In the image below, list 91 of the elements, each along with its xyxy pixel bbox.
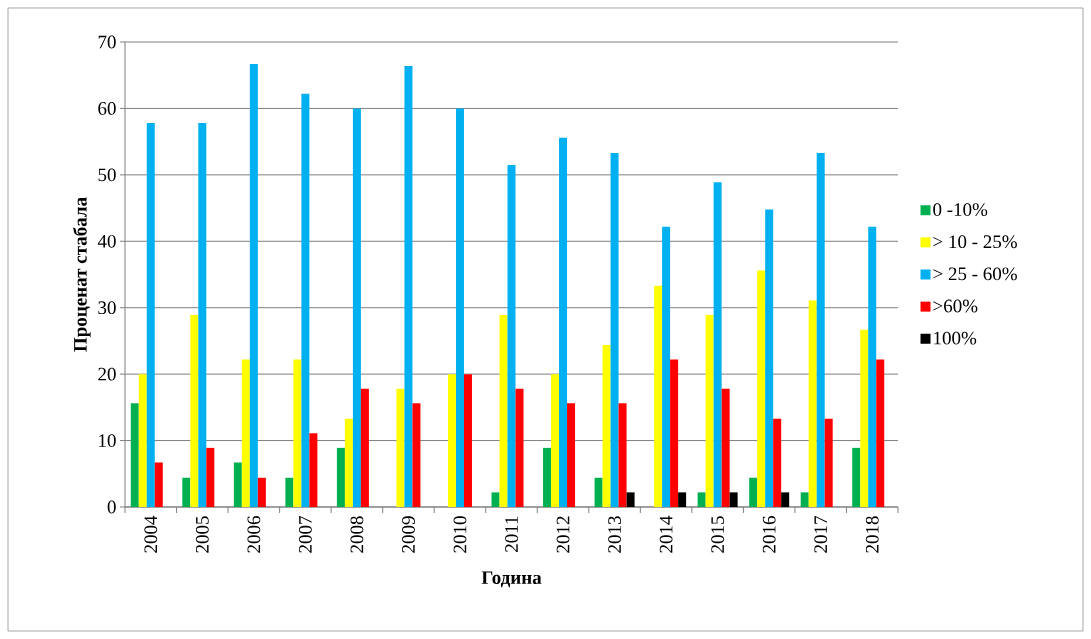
x-tick-label: 2012 xyxy=(556,516,570,553)
bar xyxy=(396,388,405,507)
bar xyxy=(816,152,825,507)
x-tick-label: 2010 xyxy=(453,516,467,553)
bar xyxy=(773,418,782,507)
bar xyxy=(499,315,508,507)
bar xyxy=(515,388,524,507)
bar xyxy=(352,108,361,507)
x-tick-label: 2004 xyxy=(144,515,158,553)
bar xyxy=(344,418,353,507)
bar xyxy=(455,108,464,507)
bar xyxy=(507,164,516,507)
x-tick-label: 2016 xyxy=(762,516,776,553)
bar xyxy=(309,433,318,507)
bar xyxy=(697,492,706,507)
bar xyxy=(678,492,687,507)
bar xyxy=(130,403,139,507)
bar xyxy=(610,152,619,507)
y-tick-label: 70 xyxy=(98,35,116,49)
x-tick-label: 2005 xyxy=(195,516,209,553)
bar xyxy=(447,374,456,507)
bar xyxy=(757,270,766,507)
bar xyxy=(336,447,345,507)
y-tick-label: 60 xyxy=(98,102,116,115)
bar xyxy=(233,462,242,507)
x-tick-label: 2009 xyxy=(402,516,415,553)
bar xyxy=(257,477,266,507)
bar xyxy=(781,492,790,507)
bar xyxy=(285,477,294,507)
bar xyxy=(491,492,500,507)
bar xyxy=(602,344,611,507)
x-tick-label: 2014 xyxy=(659,515,673,553)
bar xyxy=(301,93,310,507)
x-tick-label: 2007 xyxy=(298,516,312,553)
bar xyxy=(594,477,603,507)
bar xyxy=(567,403,576,507)
bar xyxy=(404,65,413,507)
bar xyxy=(206,447,215,507)
x-tick-label: 2018 xyxy=(865,516,879,553)
bar xyxy=(182,477,191,507)
bar xyxy=(868,226,877,507)
bar xyxy=(800,492,809,507)
bar xyxy=(241,359,250,507)
x-tick-label: 2006 xyxy=(247,516,261,553)
bar xyxy=(852,447,861,507)
x-tick-label: 2015 xyxy=(711,516,725,553)
bar xyxy=(190,315,199,507)
bar xyxy=(729,492,738,507)
bar xyxy=(765,209,774,507)
bar xyxy=(154,462,163,507)
bar xyxy=(360,388,369,507)
y-tick-label: 10 xyxy=(99,434,116,447)
x-tick-label: 2017 xyxy=(814,516,828,553)
y-axis-title: Проценат стабала xyxy=(72,197,91,352)
legend-label: 100% xyxy=(934,331,977,345)
legend-label: > 25 - 60% xyxy=(933,267,1017,281)
bar xyxy=(824,418,833,507)
x-tick-label: 2013 xyxy=(608,516,621,553)
bar xyxy=(551,374,560,507)
bar xyxy=(808,300,817,507)
legend-label: >60% xyxy=(933,299,978,313)
y-tick-label: 0 xyxy=(107,500,116,514)
bar xyxy=(749,477,758,507)
bar xyxy=(876,359,885,507)
y-tick-label: 50 xyxy=(98,168,116,182)
legend-label: > 10 - 25% xyxy=(933,235,1017,249)
x-tick-label: 2011 xyxy=(505,516,518,552)
bar xyxy=(412,403,421,507)
legend-label: 0 -10% xyxy=(933,203,988,217)
bar xyxy=(559,137,568,507)
bar xyxy=(463,374,472,507)
bar xyxy=(860,329,869,507)
x-tick-label: 2008 xyxy=(350,516,364,553)
bar xyxy=(654,285,663,507)
bar xyxy=(662,226,671,507)
bar xyxy=(249,63,258,507)
x-axis-title: Година xyxy=(481,571,542,588)
y-tick-label: 30 xyxy=(98,301,116,315)
bar xyxy=(713,182,722,507)
bar xyxy=(146,123,155,507)
bar xyxy=(626,492,635,507)
bar xyxy=(293,359,302,507)
bar xyxy=(670,359,679,507)
bar xyxy=(138,374,147,507)
bar xyxy=(543,447,552,507)
bar xyxy=(618,403,627,507)
y-tick-label: 40 xyxy=(97,234,116,248)
bar xyxy=(705,315,714,507)
bar xyxy=(721,388,730,507)
y-tick-label: 20 xyxy=(98,367,116,381)
bar xyxy=(198,123,207,507)
